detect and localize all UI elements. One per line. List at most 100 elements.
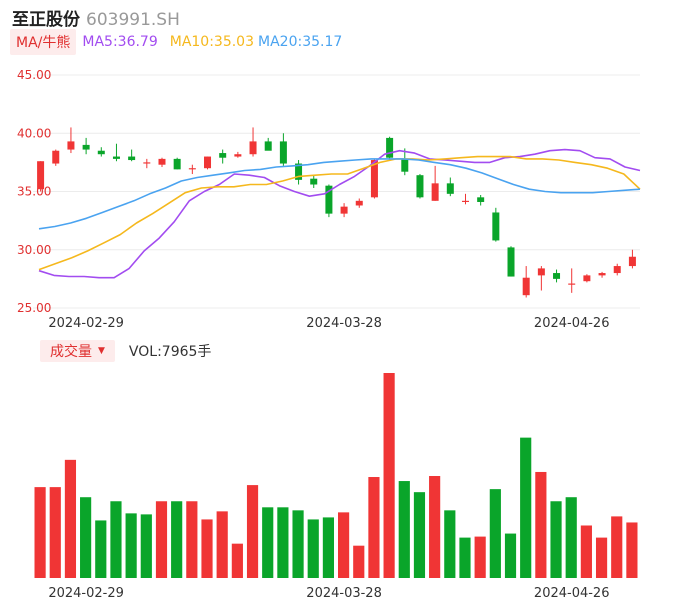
stock-title: 至正股份 603991.SH: [12, 5, 180, 30]
x-tick-label: 2024-02-29: [48, 316, 124, 331]
volume-bar: [95, 520, 107, 578]
ma-bull-bear-tag[interactable]: MA/牛熊: [10, 29, 77, 55]
candle-body: [67, 141, 75, 150]
volume-bar: [383, 373, 395, 578]
candle-body: [507, 247, 515, 277]
candle-body: [628, 256, 636, 267]
candle-body: [553, 273, 561, 279]
volume-bar: [34, 487, 46, 578]
ma10-line: [38, 155, 641, 271]
volume-bar: [626, 522, 638, 578]
volume-bar: [413, 492, 426, 578]
y-tick-label: 40.00: [17, 126, 51, 140]
candle-body: [613, 266, 621, 274]
volume-bar: [444, 510, 456, 578]
volume-legend: 成交量 ▼ VOL:7965手: [40, 340, 211, 362]
ma10-legend: MA10:35.03: [169, 34, 255, 50]
volume-x-tick-label: 2024-04-26: [534, 586, 610, 601]
candle-body: [295, 163, 303, 180]
stock-code: 603991.SH: [86, 10, 180, 30]
candle-body: [158, 158, 166, 165]
candle-body: [537, 268, 545, 276]
y-tick-label: 30.00: [17, 243, 51, 257]
caret-down-icon: ▼: [98, 346, 105, 356]
candle-body: [492, 212, 500, 241]
candle-body: [355, 200, 363, 206]
candle-body: [310, 178, 318, 185]
y-tick-label: 45.00: [17, 68, 51, 82]
volume-indicator-dropdown[interactable]: 成交量 ▼: [40, 340, 115, 362]
volume-bar: [186, 501, 198, 578]
x-tick-label: 2024-04-26: [534, 316, 610, 331]
volume-bar: [277, 507, 289, 578]
candle-body: [461, 200, 469, 202]
candle-body: [477, 197, 485, 202]
candle-body: [188, 168, 196, 170]
candle-body: [431, 183, 439, 201]
volume-bar: [246, 485, 259, 578]
volume-bar: [231, 543, 243, 578]
volume-bar: [504, 533, 517, 578]
ma20-line: [38, 158, 641, 230]
candle-body: [340, 206, 348, 214]
volume-bar: [171, 501, 183, 578]
candle-body: [204, 156, 212, 169]
candle-body: [37, 161, 45, 190]
volume-tag-label: 成交量: [50, 344, 92, 360]
volume-bar: [595, 537, 608, 578]
candle-body: [128, 156, 136, 161]
candle-body: [173, 158, 181, 170]
candle-body: [386, 137, 394, 158]
candle-body: [279, 141, 287, 164]
volume-bar: [201, 519, 213, 578]
candle-body: [219, 153, 227, 158]
volume-bar: [474, 536, 486, 578]
volume-bar: [307, 519, 319, 578]
volume-bar: [262, 507, 274, 578]
volume-bar: [550, 501, 562, 578]
candle-body: [583, 275, 591, 282]
candle-body: [52, 150, 60, 164]
candle-body: [264, 141, 272, 151]
volume-bar: [155, 501, 168, 578]
candle-body: [234, 154, 242, 157]
candle-body: [522, 277, 530, 296]
ma5-legend: MA5:36.79: [82, 34, 158, 50]
volume-x-tick-label: 2024-02-29: [48, 586, 124, 601]
y-tick-label: 25.00: [17, 301, 51, 315]
volume-bar: [368, 477, 380, 578]
volume-bar: [49, 487, 61, 578]
candle-body: [112, 156, 120, 159]
volume-bar: [125, 513, 137, 578]
candle-body: [249, 141, 257, 155]
volume-bar: [580, 525, 592, 578]
ma20-legend: MA20:35.17: [258, 34, 343, 50]
volume-bar: [429, 476, 441, 578]
ma5-line: [38, 148, 641, 279]
volume-bar: [535, 471, 547, 578]
candle-body: [401, 158, 409, 172]
volume-bar: [611, 516, 623, 578]
volume-bar: [140, 514, 152, 578]
volume-bar: [565, 497, 577, 578]
candle-body: [143, 162, 151, 164]
volume-bar: [520, 437, 532, 578]
volume-bar: [110, 501, 122, 578]
y-tick-label: 35.00: [17, 185, 51, 199]
volume-bar: [489, 489, 501, 578]
candle-body: [568, 283, 576, 285]
stock-name: 至正股份: [12, 10, 80, 30]
volume-x-tick-label: 2024-03-28: [306, 586, 382, 601]
volume-bar: [322, 517, 334, 578]
candle-body: [416, 175, 424, 198]
x-tick-label: 2024-03-28: [306, 316, 382, 331]
candle-body: [370, 160, 378, 198]
volume-bar: [292, 510, 304, 578]
volume-bar: [398, 481, 410, 578]
volume-bar: [353, 545, 365, 578]
candle-body: [598, 273, 606, 276]
volume-bar: [216, 511, 228, 578]
candle-body: [97, 150, 105, 155]
volume-bar: [459, 537, 471, 578]
